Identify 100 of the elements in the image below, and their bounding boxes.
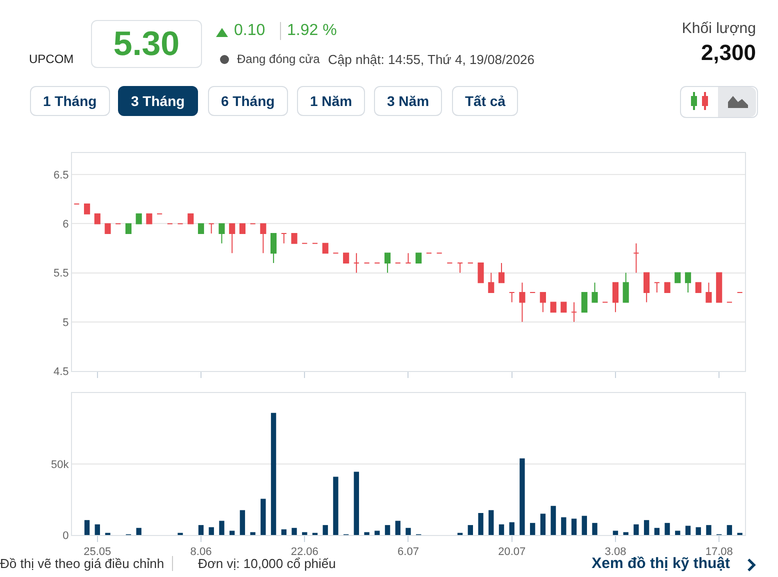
bar — [364, 532, 370, 535]
x-tick-label: 20.07 — [498, 546, 526, 558]
text: 0.10 — [234, 22, 266, 40]
text: 2,300 — [700, 40, 756, 66]
candlestick — [612, 282, 619, 313]
y-tick-label: 6 — [62, 218, 69, 231]
text: 1 Tháng — [30, 86, 110, 116]
bar — [675, 530, 680, 535]
candlestick — [405, 252, 412, 264]
bar — [384, 525, 390, 535]
candlestick — [84, 204, 90, 214]
candlestick — [695, 282, 702, 293]
y-tick-label: 5.5 — [54, 268, 69, 280]
x-tick-label: 6.07 — [398, 546, 419, 558]
text: Cập nhật: 14:55, Thứ 4, 19/08/2026 — [328, 52, 535, 67]
candlestick — [581, 292, 588, 313]
text: Đồ thị vẽ theo giá điều chỉnh — [0, 556, 174, 571]
bar — [395, 520, 400, 535]
bar — [706, 525, 712, 535]
candlestick — [136, 213, 142, 224]
candlestick — [644, 272, 650, 303]
bar — [198, 525, 204, 535]
candlestick — [343, 252, 350, 264]
bar — [592, 522, 598, 535]
bar — [84, 520, 90, 535]
bar — [550, 506, 556, 535]
bar — [582, 516, 587, 535]
y-tick-label: 4.5 — [54, 366, 69, 378]
candlestick — [622, 272, 629, 303]
candlestick — [125, 223, 132, 234]
y-tick-label: 0 — [62, 530, 69, 542]
candlestick — [519, 282, 526, 322]
text: Khối lượng — [682, 20, 756, 37]
bar — [208, 527, 214, 535]
bar — [509, 522, 514, 535]
bar — [240, 510, 246, 535]
candlestick — [570, 302, 578, 322]
bar — [136, 528, 142, 535]
candlestick — [684, 272, 692, 293]
candlestick — [280, 233, 287, 244]
candlestick — [146, 213, 152, 224]
candlestick — [188, 213, 194, 224]
bar — [540, 514, 546, 535]
bar — [726, 525, 732, 535]
candlestick — [550, 302, 556, 313]
bar — [478, 512, 484, 535]
candlestick — [104, 223, 111, 234]
bar — [260, 498, 266, 535]
bar — [374, 530, 380, 535]
candlestick — [654, 282, 660, 293]
x-tick-label: 8.06 — [190, 546, 212, 558]
candlestick — [716, 272, 722, 303]
bar — [488, 510, 494, 535]
text: 1 Năm — [297, 86, 366, 116]
candlestick — [592, 282, 598, 303]
candlestick — [353, 252, 360, 274]
bar — [654, 528, 660, 535]
bar — [530, 522, 536, 535]
bar — [612, 530, 618, 535]
x-tick-label: 22.06 — [290, 546, 318, 558]
bar — [333, 476, 338, 535]
text: 3 Năm — [374, 86, 442, 116]
bar — [322, 525, 328, 535]
candlestick — [198, 223, 204, 234]
text: UPCOM — [29, 52, 74, 66]
candlestick — [270, 233, 277, 264]
candlestick — [384, 252, 391, 274]
candlestick — [488, 272, 494, 293]
bar — [94, 524, 100, 535]
text: 5.30 — [91, 20, 202, 68]
text: 3 Tháng — [118, 86, 198, 116]
candlestick — [478, 262, 484, 284]
candlestick — [239, 223, 246, 234]
candlestick — [457, 262, 464, 274]
bar — [302, 532, 308, 535]
candlestick — [664, 282, 670, 293]
candlestick — [508, 292, 515, 303]
candlestick — [291, 233, 298, 244]
x-tick-label: 25.05 — [84, 546, 112, 558]
candlestick — [706, 282, 712, 303]
bar — [498, 524, 504, 535]
bar — [644, 520, 650, 535]
bar — [250, 532, 256, 535]
candlestick — [416, 252, 422, 264]
bar — [468, 525, 473, 535]
bar — [406, 528, 411, 535]
candlestick — [498, 262, 505, 284]
candlestick — [229, 223, 236, 254]
bar — [561, 517, 566, 535]
text: 1.92 % — [280, 22, 337, 40]
text: Đơn vị: 10,000 cổ phiếu — [198, 556, 336, 571]
text: Tất cả — [452, 86, 518, 116]
candlestick — [322, 242, 328, 254]
bar — [623, 532, 628, 535]
text: 6 Tháng — [208, 86, 288, 116]
bar — [571, 518, 577, 535]
y-tick-label: 5 — [62, 316, 69, 329]
bar — [634, 524, 639, 535]
candlestick — [218, 223, 225, 244]
candlestick — [260, 223, 266, 254]
